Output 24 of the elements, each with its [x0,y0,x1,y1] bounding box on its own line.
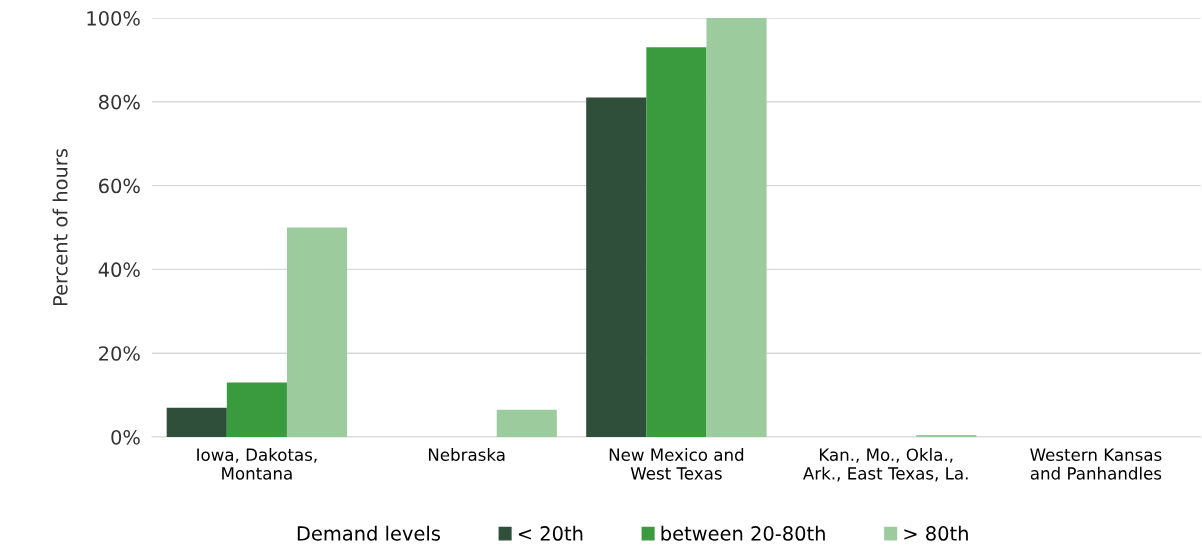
x-tick-label: Western Kansas and Panhandles [1030,448,1162,480]
bar [586,97,647,437]
bar [496,409,557,437]
bar [166,407,227,437]
y-tick-label: 60% [99,178,140,194]
x-tick-label: New Mexico and West Texas [609,448,744,480]
bar [286,227,348,437]
bar [916,434,977,437]
legend-label: between 20-80th [661,525,825,541]
y-tick-label: 80% [98,94,140,110]
x-tick-label: Kan., Mo., Okla., Ark., East Texas, La. [803,448,968,482]
legend-title: Demand levels [297,525,440,541]
legend-label: < 20th [518,525,583,541]
y-tick-label: 40% [98,262,140,278]
y-tick-label: 0% [111,429,140,445]
bar [226,382,287,437]
y-tick-label: 100% [87,10,140,26]
legend-label: > 80th [904,525,968,541]
y-tick-label: 20% [99,346,140,361]
x-tick-label: Nebraska [428,448,505,462]
y-axis-title: Percent of hours [52,148,68,306]
x-tick-label: Iowa, Dakotas, Montana [197,448,317,480]
bar [706,18,767,437]
bar [646,47,707,437]
